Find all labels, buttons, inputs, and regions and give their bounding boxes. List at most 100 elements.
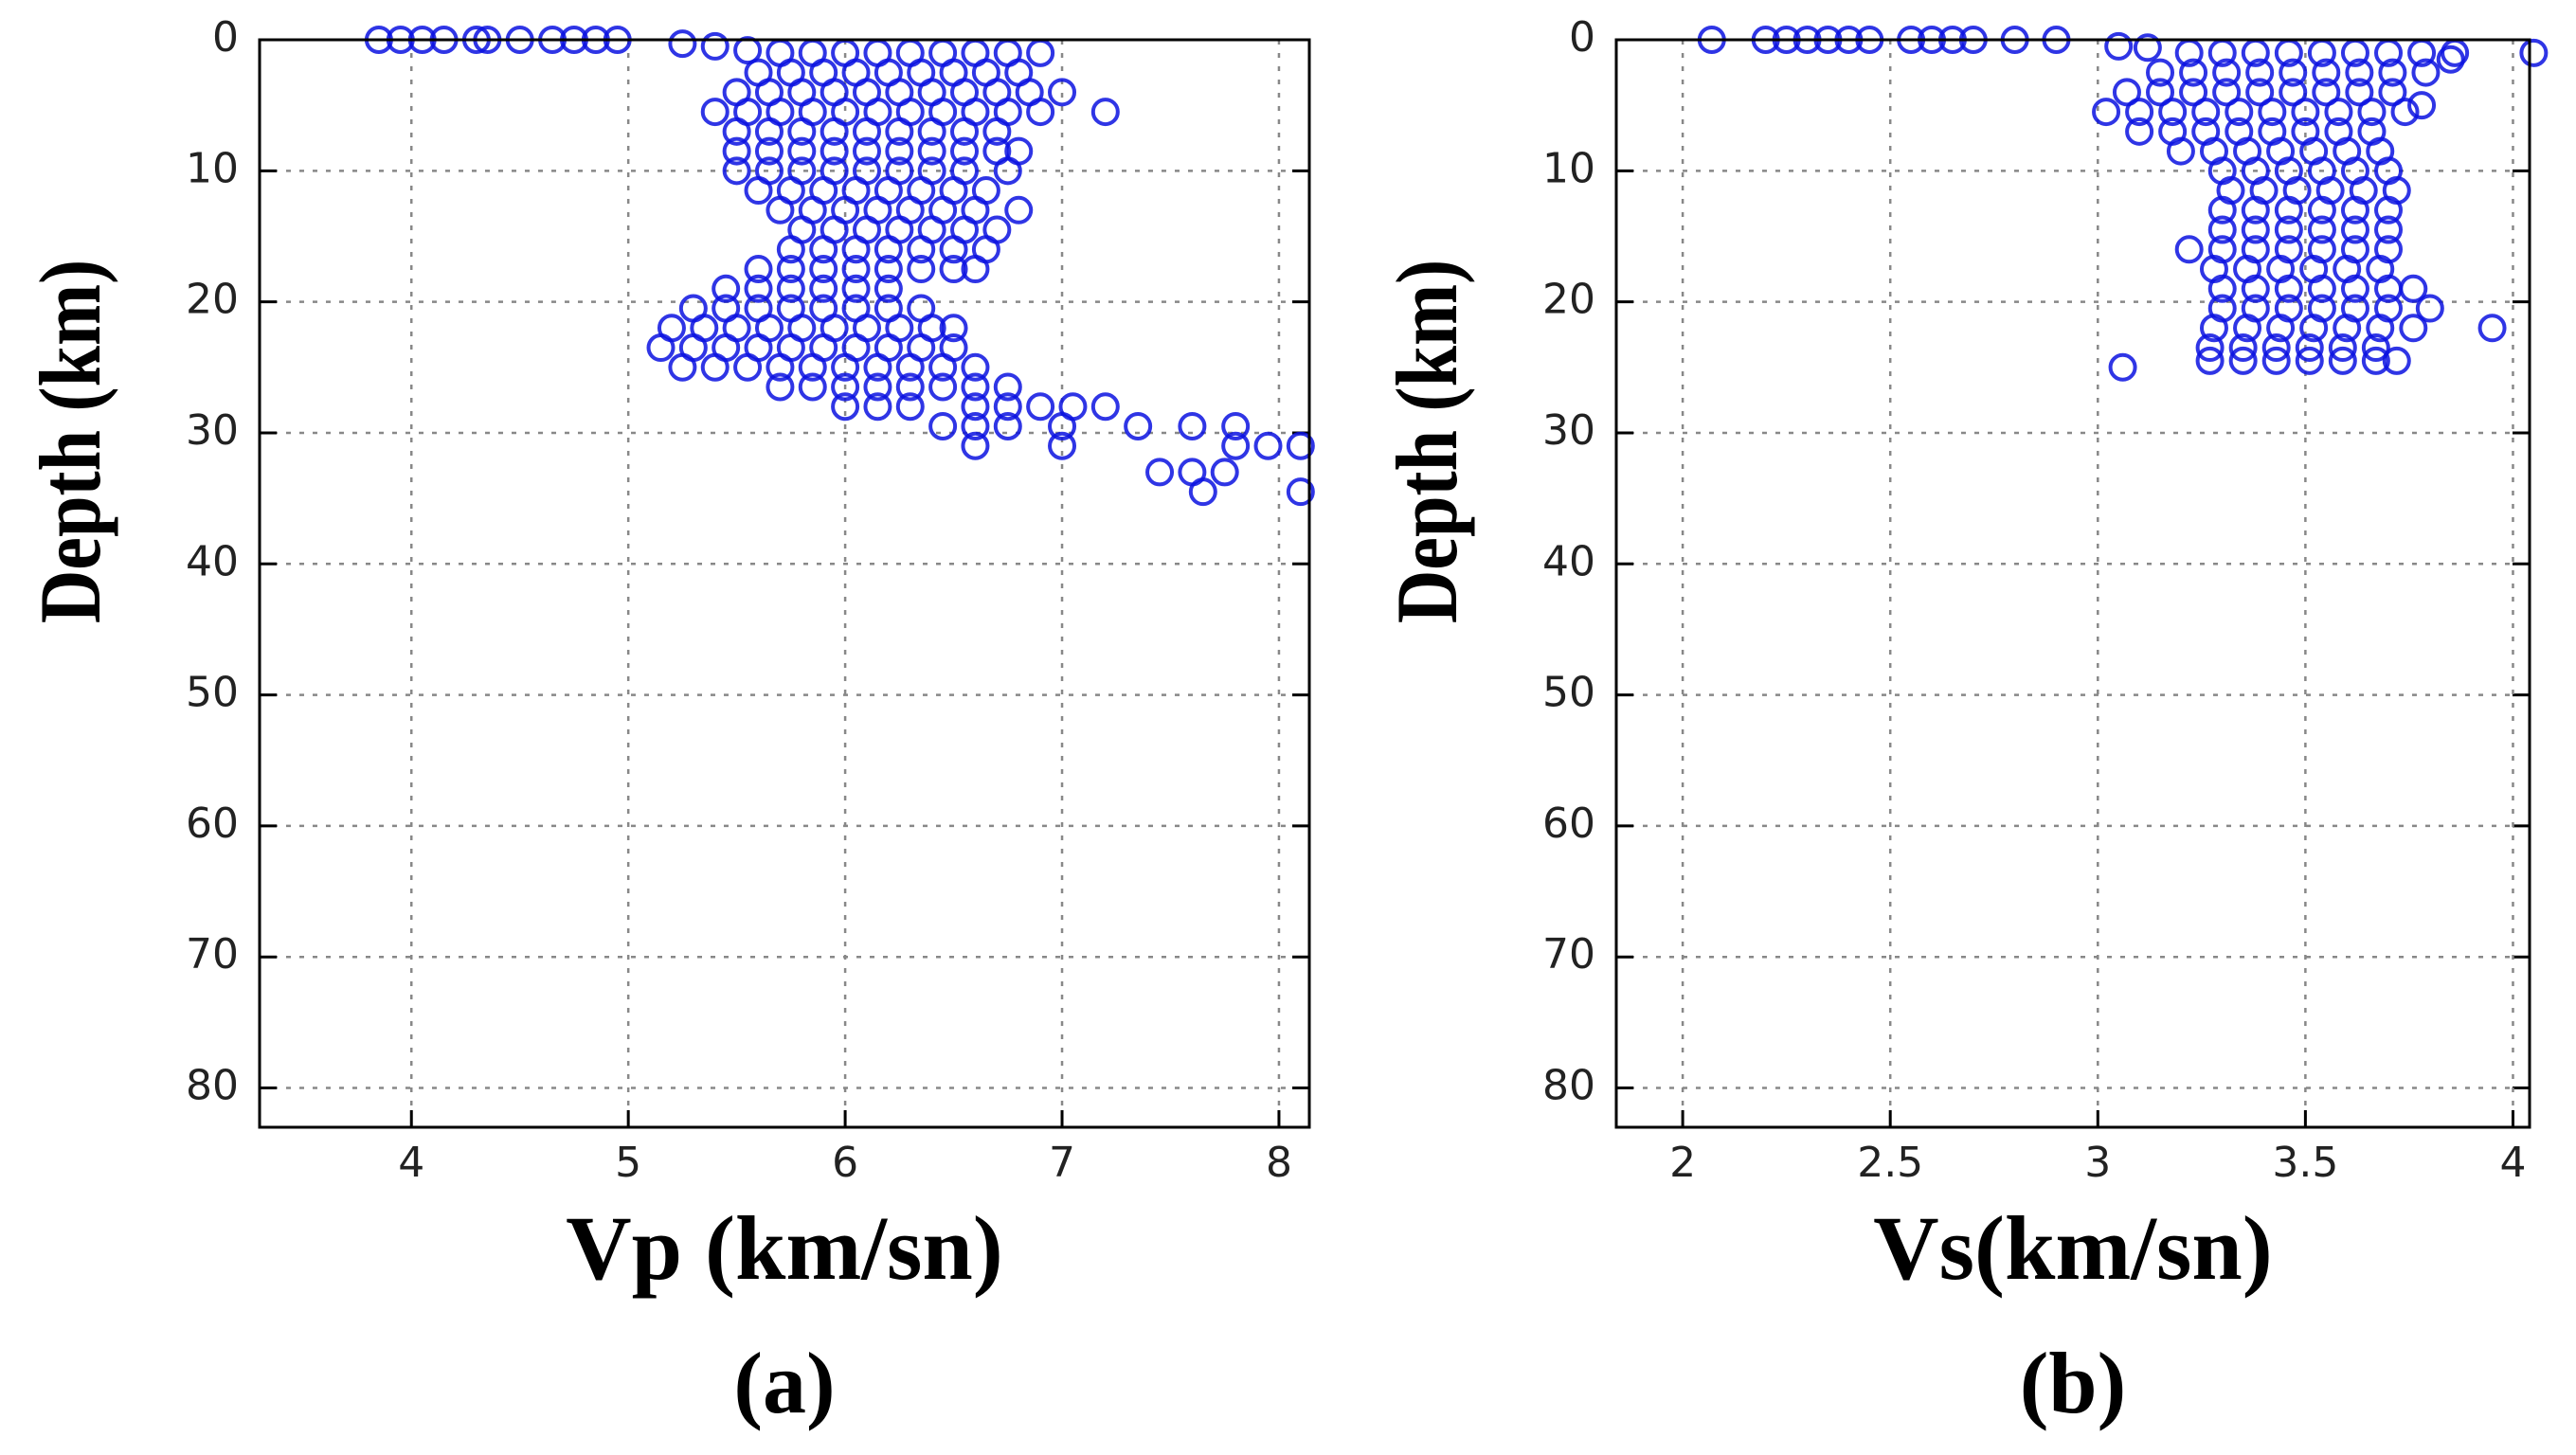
point	[2399, 274, 2428, 303]
point	[2261, 346, 2291, 375]
point	[950, 117, 980, 146]
point	[2415, 294, 2444, 323]
point	[885, 117, 914, 146]
point	[766, 195, 795, 225]
point	[2179, 58, 2208, 87]
point	[1188, 477, 1217, 507]
point	[1026, 38, 1055, 67]
point	[820, 117, 849, 146]
point	[2307, 215, 2336, 244]
y-tick-label: 20	[186, 276, 239, 324]
point	[917, 117, 946, 146]
y-tick-label: 50	[1542, 669, 1595, 717]
point	[831, 392, 860, 422]
point	[776, 235, 805, 264]
point	[809, 235, 838, 264]
point	[885, 136, 914, 166]
y-tick-label: 30	[1542, 406, 1595, 455]
point	[2345, 78, 2374, 107]
point	[2092, 98, 2121, 127]
point	[874, 255, 903, 284]
point	[831, 352, 860, 382]
point	[1026, 98, 1055, 127]
point	[2399, 314, 2428, 343]
point	[874, 274, 903, 303]
point	[722, 156, 751, 186]
point	[1090, 392, 1120, 422]
point	[2307, 195, 2336, 225]
point	[1221, 431, 1251, 460]
panel-caption: (a)	[733, 1335, 835, 1431]
point	[2225, 98, 2254, 127]
point	[2104, 31, 2134, 61]
point	[2108, 352, 2137, 382]
x-axis-label: Vs(km/sn)	[1873, 1197, 2272, 1299]
point	[1048, 412, 1077, 441]
point	[2295, 346, 2324, 375]
x-tick-label: 4	[398, 1139, 424, 1187]
point	[895, 392, 925, 422]
point	[1048, 431, 1077, 460]
point	[2207, 195, 2237, 225]
point	[2312, 78, 2341, 107]
x-axis-label: Vp (km/sn)	[566, 1197, 1002, 1299]
point	[712, 274, 741, 303]
point	[2241, 274, 2270, 303]
point	[733, 352, 763, 382]
point	[2125, 117, 2154, 146]
point	[2477, 314, 2507, 343]
x-tick-label: 2	[1669, 1139, 1696, 1187]
point	[2207, 215, 2237, 244]
point	[841, 235, 871, 264]
point	[1253, 431, 1283, 460]
point	[2266, 314, 2296, 343]
point	[831, 372, 860, 402]
point	[1048, 78, 1077, 107]
plot-frame	[1614, 38, 2531, 1129]
y-tick-label: 20	[1542, 276, 1595, 324]
point	[2357, 98, 2387, 127]
point	[993, 372, 1022, 402]
point	[841, 274, 871, 303]
point	[754, 117, 784, 146]
point	[2519, 38, 2549, 67]
point	[928, 352, 958, 382]
point	[2345, 58, 2374, 87]
point	[2328, 333, 2357, 363]
point	[907, 235, 936, 264]
y-tick-label: 80	[1542, 1062, 1595, 1110]
point	[733, 36, 763, 65]
point	[754, 136, 784, 166]
point	[1286, 477, 1315, 507]
point	[2207, 274, 2237, 303]
y-tick-label: 0	[212, 13, 239, 62]
point	[700, 352, 730, 382]
point	[2340, 195, 2369, 225]
y-tick-label: 0	[1569, 13, 1595, 62]
point	[2261, 333, 2291, 363]
point	[961, 392, 990, 422]
y-tick-label: 60	[186, 799, 239, 848]
point	[863, 372, 892, 402]
point	[776, 255, 805, 284]
point	[2158, 98, 2188, 127]
point	[798, 372, 827, 402]
point	[2441, 38, 2470, 67]
point	[982, 117, 1012, 146]
y-tick-label: 30	[186, 406, 239, 455]
point	[2166, 136, 2195, 166]
point	[766, 372, 795, 402]
point	[917, 136, 946, 166]
point	[722, 117, 751, 146]
point	[1090, 98, 1120, 127]
point	[961, 255, 990, 284]
point	[700, 31, 730, 61]
point	[700, 98, 730, 127]
point	[2361, 346, 2390, 375]
point	[787, 117, 817, 146]
point	[863, 352, 892, 382]
point	[798, 352, 827, 382]
point	[950, 136, 980, 166]
point	[2333, 314, 2362, 343]
